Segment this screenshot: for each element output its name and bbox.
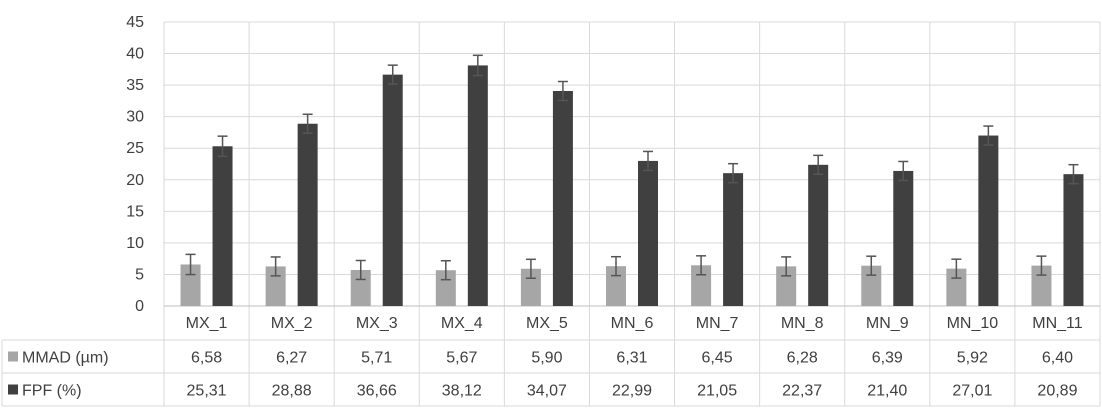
- grid-layer: [1, 21, 1101, 407]
- data-table-value: 6,40: [1042, 350, 1073, 367]
- legend-swatch: [8, 351, 18, 362]
- bar-fpf: [467, 65, 488, 306]
- data-table-value: 5,71: [361, 350, 392, 367]
- x-category-label: MX_1: [186, 315, 228, 332]
- data-table-value: 34,07: [527, 383, 567, 400]
- data-table-value: 22,99: [612, 383, 652, 400]
- bars-layer: [180, 54, 1084, 307]
- bar-fpf: [297, 123, 318, 306]
- y-tick-label: 45: [126, 14, 144, 31]
- data-table-value: 6,28: [787, 350, 818, 367]
- data-table-value: 28,88: [272, 383, 312, 400]
- bar-fpf: [808, 164, 829, 306]
- y-tick-label: 0: [135, 298, 144, 315]
- y-tick-label: 10: [126, 235, 144, 252]
- legend-swatch: [8, 384, 18, 395]
- bar-fpf: [552, 90, 573, 307]
- x-category-label: MN_10: [947, 315, 999, 332]
- x-category-label: MN_6: [611, 315, 654, 332]
- y-tick-label: 25: [126, 140, 144, 157]
- x-category-label: MX_3: [356, 315, 398, 332]
- data-table-value: 21,05: [697, 383, 737, 400]
- data-table-value: 6,58: [191, 350, 222, 367]
- x-category-label: MX_4: [441, 315, 483, 332]
- bar-fpf: [382, 74, 403, 306]
- data-table-value: 5,90: [531, 350, 562, 367]
- data-table-value: 6,27: [276, 350, 307, 367]
- data-table-value: 25,31: [187, 383, 227, 400]
- data-table-value: 5,92: [957, 350, 988, 367]
- data-table-value: 38,12: [442, 383, 482, 400]
- bar-fpf: [723, 173, 744, 306]
- x-category-label: MX_5: [526, 315, 568, 332]
- x-category-label: MN_11: [1032, 315, 1082, 332]
- y-tick-label: 30: [126, 109, 144, 126]
- bar-fpf: [1063, 174, 1084, 306]
- data-table-value: 36,66: [357, 383, 397, 400]
- data-table-value: 5,67: [446, 350, 477, 367]
- bar-fpf: [212, 146, 233, 306]
- data-table-value: 6,45: [702, 350, 733, 367]
- y-tick-label: 5: [135, 266, 144, 283]
- y-tick-label: 40: [126, 46, 144, 63]
- bar-fpf: [893, 170, 914, 306]
- data-table-value: 21,40: [867, 383, 907, 400]
- data-table-value: 22,37: [782, 383, 822, 400]
- x-category-label: MX_2: [271, 315, 313, 332]
- y-axis-ticks: 0 5 10 15 20 25 30 35 40 45: [126, 14, 144, 315]
- y-tick-label: 20: [126, 172, 144, 189]
- y-tick-label: 35: [126, 77, 144, 94]
- x-category-label: MN_9: [866, 315, 909, 332]
- x-category-label: MN_7: [696, 315, 739, 332]
- bar-fpf: [638, 160, 658, 306]
- legend-series-name: MMAD (µm): [22, 350, 109, 367]
- data-table-value: 6,31: [616, 350, 647, 367]
- data-table: MX_1 MX_2 MX_3 MX_4 MX_5 MN_6 MN_7 MN_8 MN_9 MN_1…: [8, 315, 1083, 400]
- data-table-value: 27,01: [952, 383, 992, 400]
- x-category-label: MN_8: [781, 315, 824, 332]
- bar-fpf: [978, 135, 999, 306]
- legend-series-name: FPF (%): [22, 383, 82, 400]
- data-table-value: 20,89: [1037, 383, 1077, 400]
- data-table-value: 6,39: [872, 350, 903, 367]
- y-tick-label: 15: [126, 203, 144, 220]
